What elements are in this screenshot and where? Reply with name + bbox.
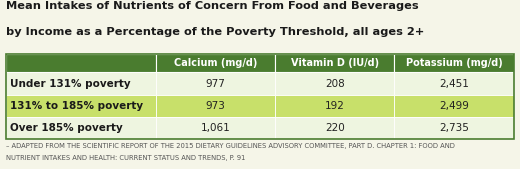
Bar <box>6 95 156 117</box>
Bar <box>395 54 514 73</box>
Bar <box>275 73 395 95</box>
Bar <box>156 73 275 95</box>
Bar <box>275 117 395 139</box>
Bar <box>6 73 156 95</box>
Text: Mean Intakes of Nutrients of Concern From Food and Beverages: Mean Intakes of Nutrients of Concern Fro… <box>6 1 419 11</box>
Text: Over 185% poverty: Over 185% poverty <box>10 123 123 133</box>
Bar <box>6 54 514 139</box>
Bar <box>156 117 275 139</box>
Text: 208: 208 <box>325 79 345 89</box>
Text: NUTRIENT INTAKES AND HEALTH: CURRENT STATUS AND TRENDS, P. 91: NUTRIENT INTAKES AND HEALTH: CURRENT STA… <box>6 155 245 162</box>
Bar <box>395 73 514 95</box>
Text: by Income as a Percentage of the Poverty Threshold, all ages 2+: by Income as a Percentage of the Poverty… <box>6 27 425 37</box>
Text: Vitamin D (IU/d): Vitamin D (IU/d) <box>291 58 379 68</box>
Text: 131% to 185% poverty: 131% to 185% poverty <box>10 101 143 111</box>
Text: 2,451: 2,451 <box>439 79 469 89</box>
Text: 973: 973 <box>205 101 226 111</box>
Bar <box>275 95 395 117</box>
Bar <box>156 54 275 73</box>
Bar <box>395 95 514 117</box>
Text: 1,061: 1,061 <box>201 123 230 133</box>
Text: – ADAPTED FROM THE SCIENTIFIC REPORT OF THE 2015 DIETARY GUIDELINES ADVISORY COM: – ADAPTED FROM THE SCIENTIFIC REPORT OF … <box>6 143 455 149</box>
Text: Potassium (mg/d): Potassium (mg/d) <box>406 58 502 68</box>
Bar <box>6 117 156 139</box>
Text: Under 131% poverty: Under 131% poverty <box>10 79 131 89</box>
Text: 2,499: 2,499 <box>439 101 469 111</box>
Bar <box>6 54 156 73</box>
Text: 192: 192 <box>325 101 345 111</box>
Text: 220: 220 <box>325 123 345 133</box>
Bar <box>156 95 275 117</box>
Text: 977: 977 <box>205 79 226 89</box>
Text: 2,735: 2,735 <box>439 123 469 133</box>
Bar <box>275 54 395 73</box>
Bar <box>395 117 514 139</box>
Text: Calcium (mg/d): Calcium (mg/d) <box>174 58 257 68</box>
